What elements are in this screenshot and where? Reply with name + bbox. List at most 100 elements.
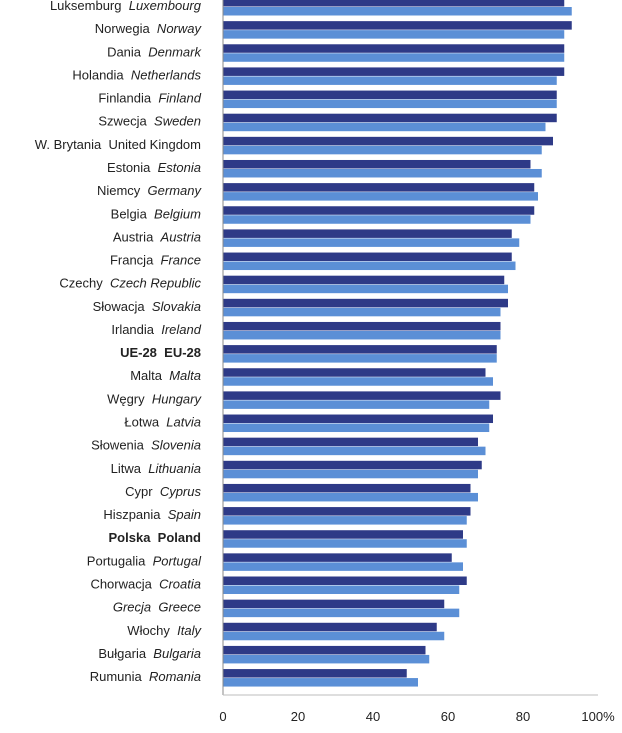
category-label-pl: Polska [109, 530, 152, 545]
category-label-en: Italy [170, 623, 203, 638]
x-tick-label: 40 [366, 709, 380, 724]
bar-light-slovakia [223, 307, 501, 317]
bar-dark-malta [223, 368, 486, 377]
category-label-en: United Kingdom [101, 137, 201, 152]
bar-dark-greece [223, 599, 445, 609]
category-label-pl: Włochy [127, 623, 170, 638]
category-label-en: Poland [150, 530, 201, 545]
category-label: Czechy Czech Republic [59, 276, 201, 291]
category-label-en: Czech Republic [103, 276, 202, 291]
category-label-pl: UE-28 [120, 345, 157, 360]
category-label-en: Cyprus [153, 484, 202, 499]
bar-dark-ireland [223, 321, 501, 331]
category-label-en: Slovakia [145, 299, 201, 314]
category-label-en: Denmark [141, 44, 202, 59]
category-label: Cypr Cyprus [125, 484, 201, 499]
bar-light-spain [223, 516, 467, 525]
bar-dark-eu-28 [223, 345, 497, 354]
x-axis: 0 20 40 60 80 100% [219, 0, 615, 724]
bar-light-ireland [223, 330, 501, 340]
bar-light-finland [223, 99, 557, 109]
category-label-pl: Niemcy [97, 183, 141, 198]
bar-dark-croatia [223, 576, 467, 585]
category-label: Hiszpania Spain [103, 507, 201, 522]
category-label: Holandia Netherlands [72, 67, 201, 82]
category-label-en: Ireland [154, 322, 202, 337]
bar-dark-germany [223, 183, 535, 192]
category-label-pl: Austria [113, 229, 154, 244]
bar-light-sweden [223, 122, 546, 132]
bar-light-bulgaria [223, 654, 430, 664]
bar-light-italy [223, 631, 445, 641]
category-label: Austria Austria [113, 229, 201, 244]
category-label-pl: Łotwa [124, 415, 159, 430]
bar-light-poland [223, 539, 467, 548]
bar-light-hungary [223, 400, 490, 409]
bar-light-croatia [223, 585, 460, 594]
category-label-pl: Chorwacja [90, 577, 152, 592]
category-label: Łotwa Latvia [124, 415, 201, 430]
category-label: Słowenia Slovenia [91, 438, 201, 453]
category-label: Portugalia Portugal [87, 553, 202, 568]
bar-dark-estonia [223, 159, 531, 169]
bar-dark-netherlands [223, 67, 565, 76]
category-label-pl: Grecja [113, 600, 151, 615]
bar-light-belgium [223, 215, 531, 224]
category-label-pl: Czechy [59, 276, 103, 291]
category-label-pl: Francja [110, 253, 154, 268]
category-label-en: Norway [150, 21, 203, 36]
bar-dark-slovakia [223, 298, 508, 308]
bar-light-france [223, 261, 516, 271]
category-label-en: Greece [151, 600, 201, 615]
category-label: UE-28 EU-28 [120, 345, 201, 360]
bar-light-luxembourg [223, 7, 572, 16]
bar-dark-slovenia [223, 437, 478, 447]
category-label-en: France [153, 253, 201, 268]
bar-light-united-kingdom [223, 145, 542, 155]
category-label-en: Luxembourg [122, 0, 202, 13]
bar-light-romania [223, 678, 418, 687]
category-label-en: Germany [140, 183, 202, 198]
bar-dark-lithuania [223, 460, 482, 470]
category-label-pl: Bułgaria [98, 646, 146, 661]
category-label-pl: Holandia [72, 67, 124, 82]
category-label: Belgia Belgium [111, 206, 202, 221]
category-label-pl: Szwecja [98, 114, 147, 129]
category-label-en: Slovenia [144, 438, 201, 453]
category-label-en: Croatia [152, 577, 201, 592]
category-label: Szwecja Sweden [98, 114, 201, 129]
category-label-en: Belgium [147, 206, 201, 221]
bar-light-slovenia [223, 446, 486, 456]
category-label-pl: Słowacja [93, 299, 146, 314]
category-label-pl: Hiszpania [103, 507, 161, 522]
category-label: Litwa Lithuania [111, 461, 201, 476]
category-label-pl: Węgry [107, 391, 145, 406]
category-label-pl: Norwegia [95, 21, 151, 36]
bar-dark-united-kingdom [223, 136, 553, 146]
category-label: Malta Malta [130, 368, 201, 383]
category-label: Włochy Italy [127, 623, 202, 638]
category-label: Estonia Estonia [107, 160, 201, 175]
x-tick-label: 60 [441, 709, 455, 724]
category-label-en: Romania [142, 669, 201, 684]
category-label-pl: Finlandia [98, 91, 152, 106]
category-label-pl: Słowenia [91, 438, 145, 453]
category-label-pl: Estonia [107, 160, 151, 175]
bar-light-lithuania [223, 469, 478, 479]
category-label-en: Bulgaria [146, 646, 201, 661]
bar-light-cyprus [223, 492, 478, 502]
bar-dark-romania [223, 669, 407, 678]
bar-dark-poland [223, 530, 463, 539]
bar-dark-cyprus [223, 483, 471, 493]
category-label-en: Malta [162, 368, 201, 383]
category-label-pl: Malta [130, 368, 163, 383]
bar-dark-austria [223, 229, 512, 238]
bar-dark-portugal [223, 553, 452, 562]
bar-light-latvia [223, 423, 490, 433]
category-label: Chorwacja Croatia [90, 577, 201, 592]
category-label-en: Portugal [145, 553, 202, 568]
category-label: Niemcy Germany [97, 183, 203, 198]
category-label-pl: Rumunia [90, 669, 143, 684]
bar-dark-sweden [223, 113, 557, 123]
bar-dark-latvia [223, 414, 493, 424]
